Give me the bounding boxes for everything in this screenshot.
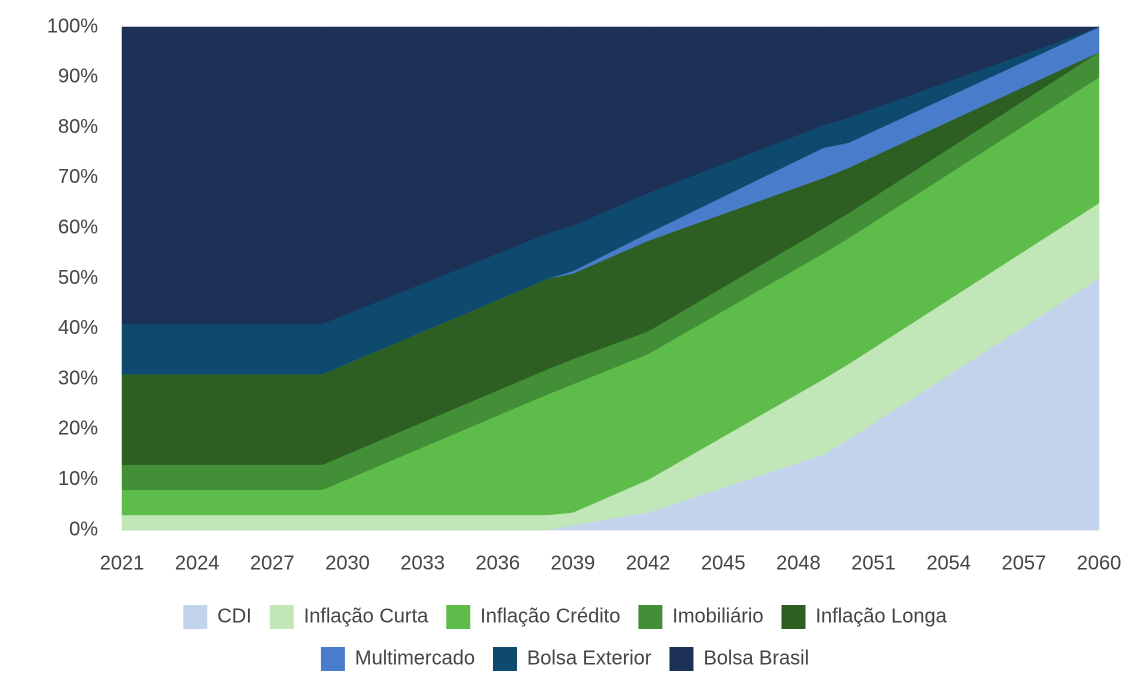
legend-label: CDI xyxy=(217,605,251,627)
x-tick-label: 2036 xyxy=(476,552,521,574)
x-tick-label: 2057 xyxy=(1002,552,1047,574)
legend-swatch xyxy=(669,647,694,671)
legend-swatch xyxy=(269,605,294,629)
x-tick-label: 2033 xyxy=(400,552,445,574)
legend-row: CDI Inflação Curta Inflação Crédito Imobili… xyxy=(183,605,948,629)
x-tick-label: 2048 xyxy=(776,552,821,574)
y-tick-label: 70% xyxy=(58,166,98,188)
y-tick-label: 30% xyxy=(58,367,98,389)
x-tick-label: 2045 xyxy=(701,552,746,574)
area xyxy=(121,26,1100,325)
y-tick-label: 80% xyxy=(58,116,98,138)
legend-swatch xyxy=(446,605,471,629)
x-tick-label: 2021 xyxy=(100,552,145,574)
legend-swatch xyxy=(183,605,208,629)
legend-swatch xyxy=(638,605,663,629)
x-tick-label: 2042 xyxy=(626,552,671,574)
y-tick-label: 100% xyxy=(47,15,98,37)
x-tick-label: 2060 xyxy=(1077,552,1122,574)
legend-row: Multimercado Bolsa Exterior Bolsa Brasil xyxy=(320,647,809,671)
y-tick-label: 50% xyxy=(58,267,98,289)
legend-label: Inflação Curta xyxy=(304,605,429,627)
x-tick-label: 2051 xyxy=(851,552,896,574)
y-tick-label: 20% xyxy=(58,418,98,440)
x-tick-label: 2030 xyxy=(325,552,370,574)
y-tick-label: 10% xyxy=(58,468,98,490)
legend-label: Bolsa Exterior xyxy=(527,647,652,669)
legend-label: Bolsa Brasil xyxy=(703,647,809,669)
legend-label: Inflação Crédito xyxy=(480,605,620,627)
y-tick-label: 0% xyxy=(69,518,98,540)
x-tick-label: 2024 xyxy=(175,552,220,574)
y-tick-label: 40% xyxy=(58,317,98,339)
legend-swatch xyxy=(492,647,517,671)
y-tick-label: 60% xyxy=(58,216,98,238)
legend-label: Imobiliário xyxy=(672,605,763,627)
legend-label: Inflação Longa xyxy=(815,605,947,627)
y-tick-label: 90% xyxy=(58,66,98,88)
legend-swatch xyxy=(781,605,806,629)
x-tick-label: 2027 xyxy=(250,552,295,574)
x-tick-label: 2039 xyxy=(551,552,596,574)
legend-label: Multimercado xyxy=(355,647,475,669)
x-tick-label: 2054 xyxy=(926,552,971,574)
legend-swatch xyxy=(320,647,345,671)
